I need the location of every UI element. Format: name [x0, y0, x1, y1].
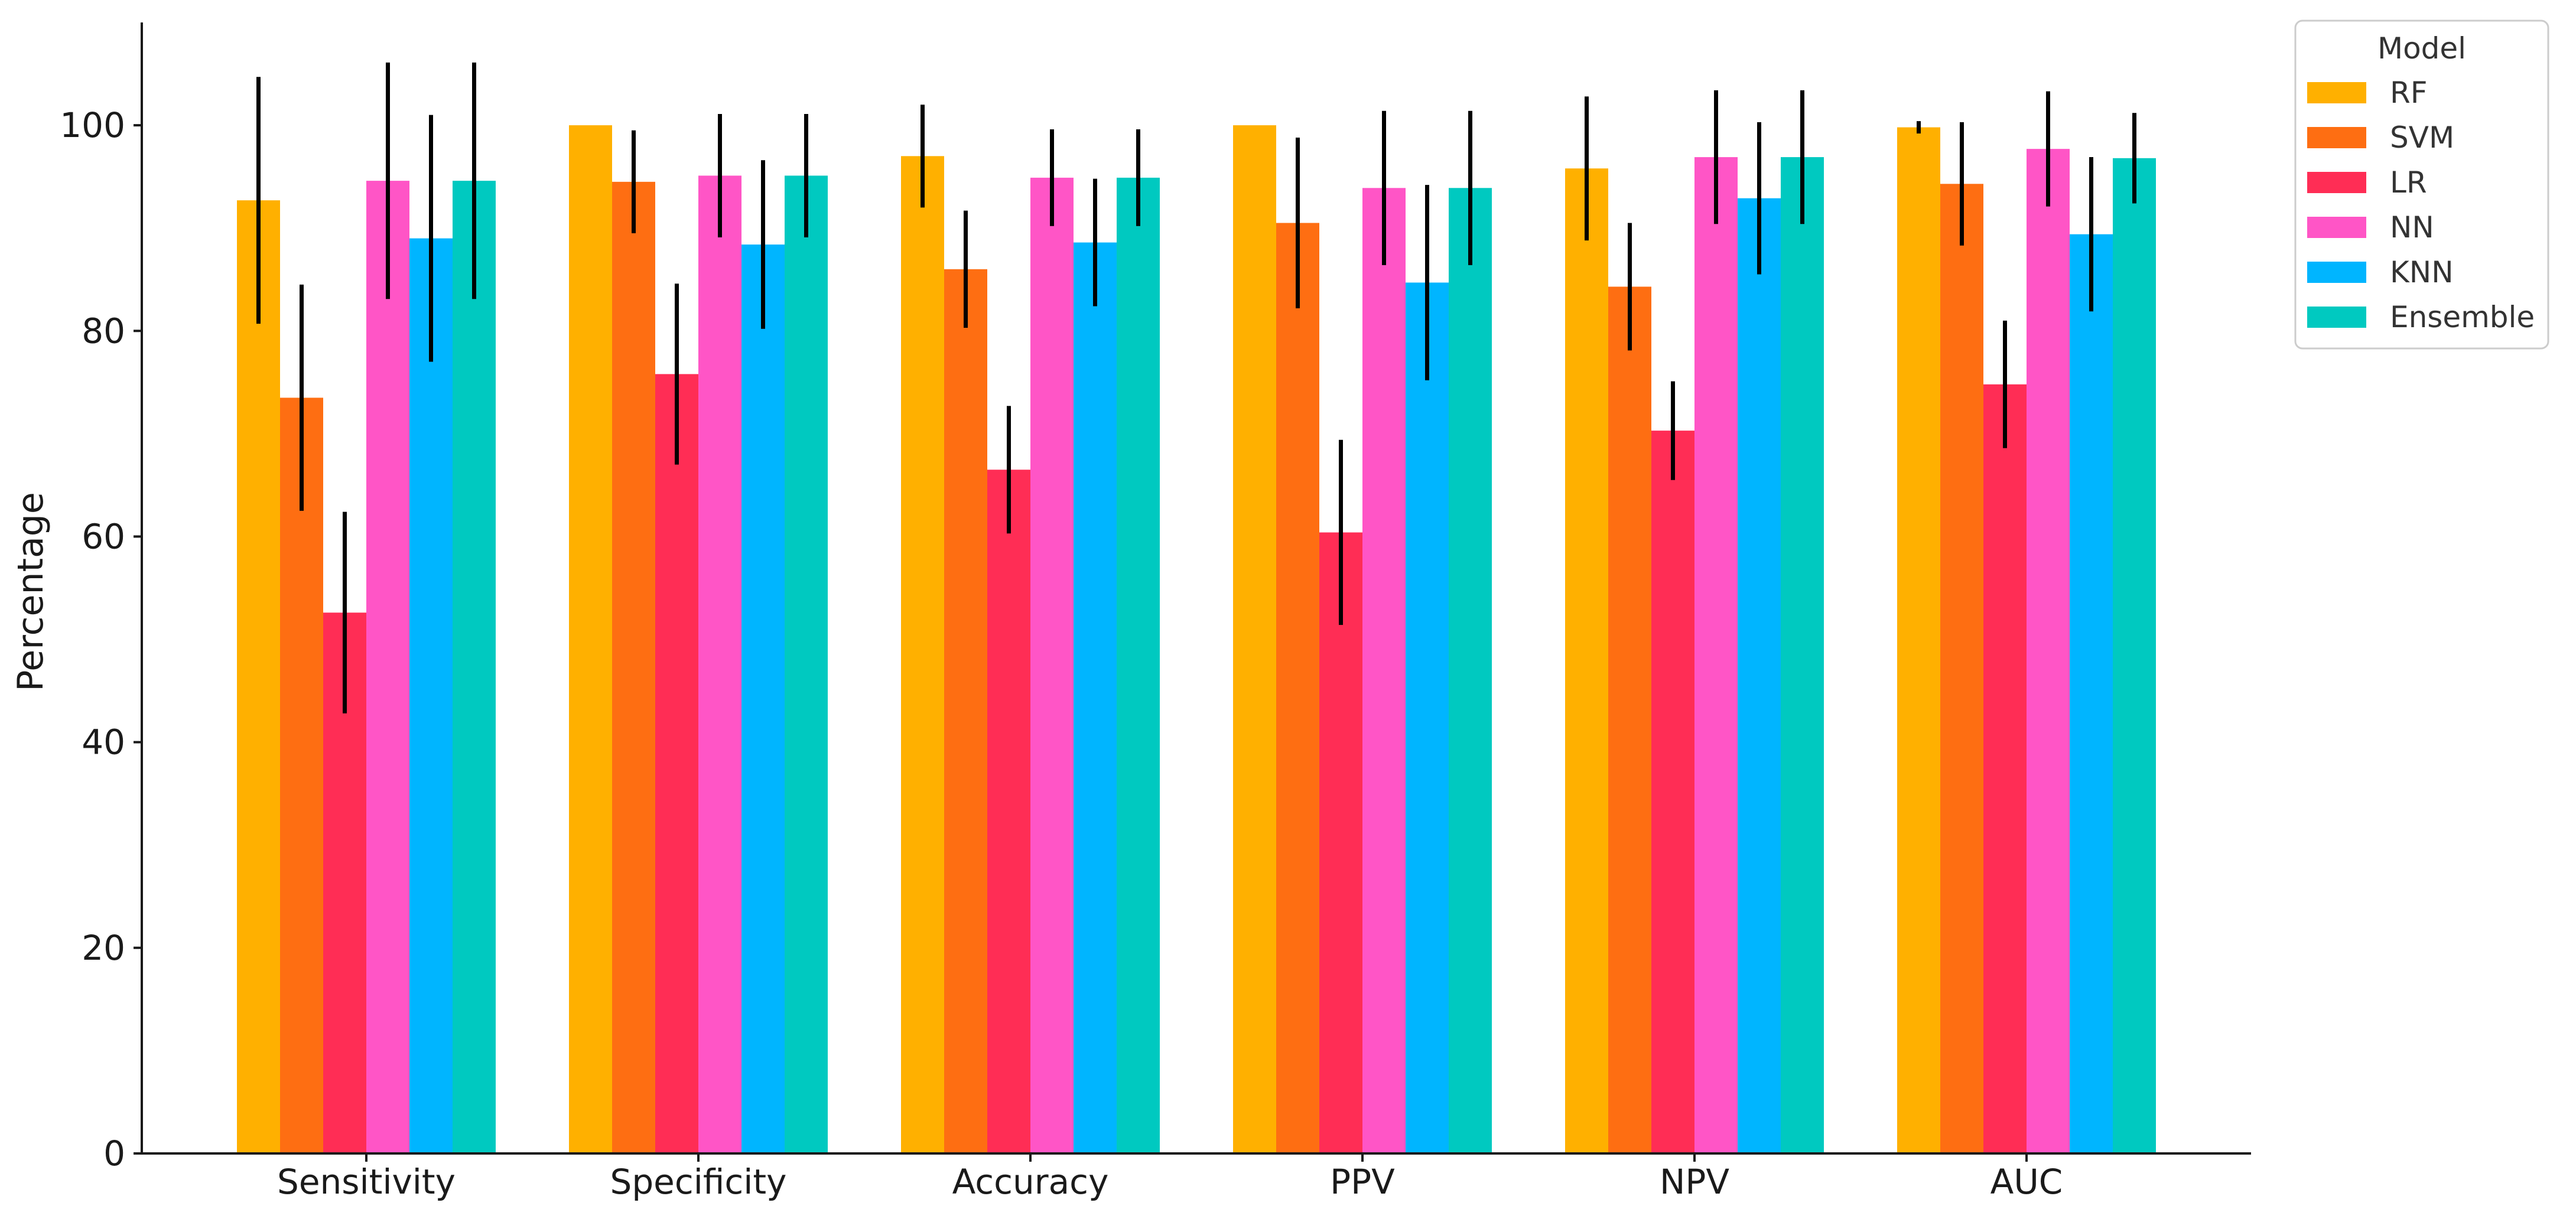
x-tick-label: Sensitivity	[277, 1162, 456, 1202]
bar-nn-accuracy	[1030, 177, 1074, 1154]
x-tick-label: PPV	[1330, 1162, 1395, 1202]
legend-swatch-rf	[2307, 82, 2366, 103]
legend: Model RF SVM LR NN KNN Ensemble	[2294, 19, 2549, 350]
bar-ensemble-ppv	[1449, 188, 1492, 1153]
y-tick-label: 20	[82, 928, 125, 968]
bar-lr-ppv	[1319, 532, 1362, 1153]
bar-knn-accuracy	[1074, 242, 1117, 1153]
y-tick-label: 40	[82, 722, 125, 762]
bar-lr-accuracy	[987, 470, 1030, 1154]
legend-label-knn: KNN	[2390, 255, 2454, 289]
legend-label-nn: NN	[2390, 210, 2434, 245]
bar-nn-auc	[2027, 149, 2070, 1153]
legend-swatch-nn	[2307, 217, 2366, 238]
legend-swatch-lr	[2307, 172, 2366, 193]
bar-nn-specificity	[698, 175, 741, 1153]
y-tick-label: 100	[60, 105, 125, 145]
bar-nn-sensitivity	[366, 181, 409, 1154]
x-ticks: Sensitivity Specificity Accuracy PPV NPV AUC	[277, 1153, 2063, 1202]
bar-lr-specificity	[655, 374, 698, 1154]
legend-swatch-svm	[2307, 127, 2366, 148]
y-tick-label: 80	[82, 311, 125, 351]
legend-label-ensemble: Ensemble	[2390, 300, 2535, 334]
bar-ensemble-npv	[1781, 157, 1824, 1153]
bar-ensemble-specificity	[785, 175, 828, 1153]
x-tick-label: Specificity	[610, 1162, 787, 1202]
y-ticks: 0 20 40 60 80 100	[60, 105, 142, 1174]
bar-lr-npv	[1651, 431, 1694, 1154]
y-tick-label: 60	[82, 516, 125, 556]
legend-items: RF SVM LR NN KNN Ensemble	[2307, 76, 2535, 334]
x-tick-label: AUC	[1990, 1162, 2063, 1202]
legend-swatch-ensemble	[2307, 307, 2366, 328]
bar-knn-ppv	[1406, 282, 1449, 1154]
bar-ensemble-sensitivity	[453, 181, 496, 1154]
bar-knn-npv	[1738, 198, 1781, 1154]
bar-rf-sensitivity	[237, 200, 280, 1154]
bar-svm-specificity	[612, 181, 655, 1153]
bar-knn-auc	[2070, 234, 2113, 1154]
axes	[141, 22, 2251, 1155]
error-bars-layer	[256, 62, 2136, 713]
bar-svm-ppv	[1276, 223, 1319, 1153]
bar-knn-specificity	[741, 245, 785, 1153]
bar-nn-npv	[1694, 157, 1738, 1153]
y-tick-label: 0	[103, 1133, 125, 1174]
bar-rf-npv	[1565, 168, 1608, 1153]
bar-rf-auc	[1897, 127, 1940, 1153]
bar-svm-npv	[1608, 286, 1651, 1154]
bar-ensemble-accuracy	[1117, 177, 1160, 1154]
bar-rf-specificity	[569, 125, 612, 1153]
legend-title: Model	[2377, 31, 2466, 66]
bar-svm-auc	[1940, 184, 1983, 1153]
bar-knn-sensitivity	[409, 238, 453, 1153]
bar-lr-auc	[1983, 384, 2027, 1153]
x-tick-label: NPV	[1660, 1162, 1729, 1202]
bar-ensemble-auc	[2113, 158, 2156, 1153]
bar-rf-accuracy	[901, 156, 944, 1154]
bar-rf-ppv	[1233, 125, 1276, 1153]
legend-swatch-knn	[2307, 262, 2366, 283]
bar-svm-accuracy	[944, 269, 987, 1154]
bar-svm-sensitivity	[280, 397, 323, 1153]
bars-layer	[237, 125, 2156, 1154]
x-tick-label: Accuracy	[952, 1162, 1109, 1202]
bar-nn-ppv	[1362, 188, 1406, 1153]
y-axis-title: Percentage	[10, 492, 51, 692]
legend-label-lr: LR	[2390, 165, 2427, 200]
legend-label-svm: SVM	[2390, 120, 2454, 155]
legend-label-rf: RF	[2390, 76, 2428, 110]
